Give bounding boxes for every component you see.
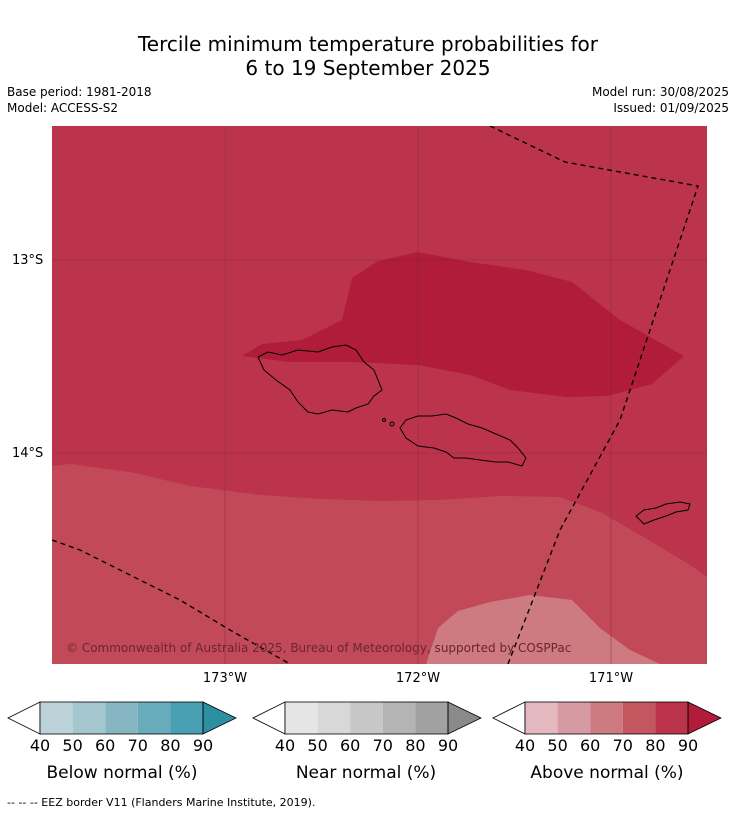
region-above-90 bbox=[242, 252, 684, 397]
gridlines bbox=[52, 126, 707, 664]
colorbar-below-tick: 60 bbox=[95, 736, 116, 755]
chart-title-line-2: 6 to 19 September 2025 bbox=[245, 56, 491, 80]
colorbar-near-tick: 90 bbox=[437, 736, 459, 755]
colorbar-below-low-arrow bbox=[7, 701, 41, 735]
colorbar-near-swatch-5 bbox=[415, 702, 448, 734]
colorbar-above-tick: 80 bbox=[645, 736, 666, 755]
apolima-island bbox=[389, 421, 395, 427]
colorbar-above-tick: 60 bbox=[580, 736, 601, 755]
colorbar-below-high-arrow bbox=[202, 701, 237, 735]
colorbar-below-tick: 90 bbox=[192, 736, 214, 755]
colorbar-near-swatch-3 bbox=[350, 702, 383, 734]
colorbar-above-swatch-3 bbox=[590, 702, 623, 734]
upolu-island bbox=[399, 413, 527, 467]
colorbar-below-tick: 50 bbox=[62, 736, 83, 755]
colorbar-near-swatch-1 bbox=[285, 702, 318, 734]
colorbar-above-swatch-4 bbox=[622, 702, 656, 734]
colorbar-near-low-arrow bbox=[252, 701, 286, 735]
manono-island bbox=[382, 418, 386, 422]
colorbar-below-swatch-2 bbox=[72, 702, 106, 734]
probability-map bbox=[52, 126, 707, 664]
lon-label-171w: 171°W bbox=[588, 671, 634, 686]
colorbar-below-swatch-3 bbox=[105, 702, 138, 734]
colorbar-above-low-arrow bbox=[492, 701, 526, 735]
colorbar-below-tick: 40 bbox=[29, 736, 51, 755]
eez-border bbox=[52, 126, 699, 664]
colorbar-above-tick: 50 bbox=[547, 736, 568, 755]
colorbar-near-tick: 50 bbox=[307, 736, 328, 755]
colorbar-above-tick: 40 bbox=[514, 736, 536, 755]
colorbar-near-tick: 60 bbox=[340, 736, 361, 755]
colorbar-below-swatch-5 bbox=[170, 702, 203, 734]
colorbar-above-high-arrow bbox=[687, 701, 722, 735]
issued-date: Issued: 01/09/2025 bbox=[613, 101, 729, 115]
colorbar-near-title: Near normal (%) bbox=[295, 763, 437, 783]
savaii-island bbox=[257, 344, 383, 415]
base-period: Base period: 1981-2018 bbox=[7, 85, 152, 99]
colorbar-below-title: Below normal (%) bbox=[46, 763, 198, 783]
colorbar-above-swatch-2 bbox=[557, 702, 591, 734]
colorbar-near-high-arrow bbox=[447, 701, 482, 735]
colorbar-above-swatch-1 bbox=[525, 702, 558, 734]
colorbar-near-tick: 80 bbox=[405, 736, 426, 755]
colorbar-near-normal bbox=[252, 701, 482, 735]
tutuila-island bbox=[635, 501, 691, 525]
colorbar-near-tick: 70 bbox=[372, 736, 393, 755]
island-outlines bbox=[257, 344, 691, 525]
colorbar-below-tick: 70 bbox=[127, 736, 148, 755]
chart-title-line-1: Tercile minimum temperature probabilitie… bbox=[137, 32, 599, 56]
colorbar-below-tick: 80 bbox=[160, 736, 181, 755]
colorbar-above-swatch-5 bbox=[655, 702, 688, 734]
colorbar-below-swatch-4 bbox=[137, 702, 171, 734]
colorbar-near-tick: 40 bbox=[274, 736, 296, 755]
lon-label-172w: 172°W bbox=[395, 671, 441, 686]
colorbar-above-tick: 70 bbox=[612, 736, 633, 755]
colorbar-below-swatch-1 bbox=[40, 702, 73, 734]
colorbar-near-swatch-4 bbox=[382, 702, 416, 734]
model-name: Model: ACCESS-S2 bbox=[7, 101, 119, 115]
region-above-60 bbox=[426, 595, 660, 664]
eez-footnote: -- -- -- EEZ border V11 (Flanders Marine… bbox=[7, 796, 316, 809]
colorbar-above-normal bbox=[492, 701, 722, 735]
copyright-notice: © Commonwealth of Australia 2025, Bureau… bbox=[66, 641, 572, 655]
colorbar-near-swatch-2 bbox=[317, 702, 351, 734]
colorbar-above-title: Above normal (%) bbox=[530, 763, 684, 783]
lat-label-13s: 13°S bbox=[12, 253, 44, 268]
model-run: Model run: 30/08/2025 bbox=[591, 85, 729, 99]
colorbar-below-normal bbox=[7, 701, 237, 735]
colorbar-above-tick: 90 bbox=[677, 736, 699, 755]
lat-label-14s: 14°S bbox=[12, 446, 44, 461]
lon-label-173w: 173°W bbox=[202, 671, 248, 686]
